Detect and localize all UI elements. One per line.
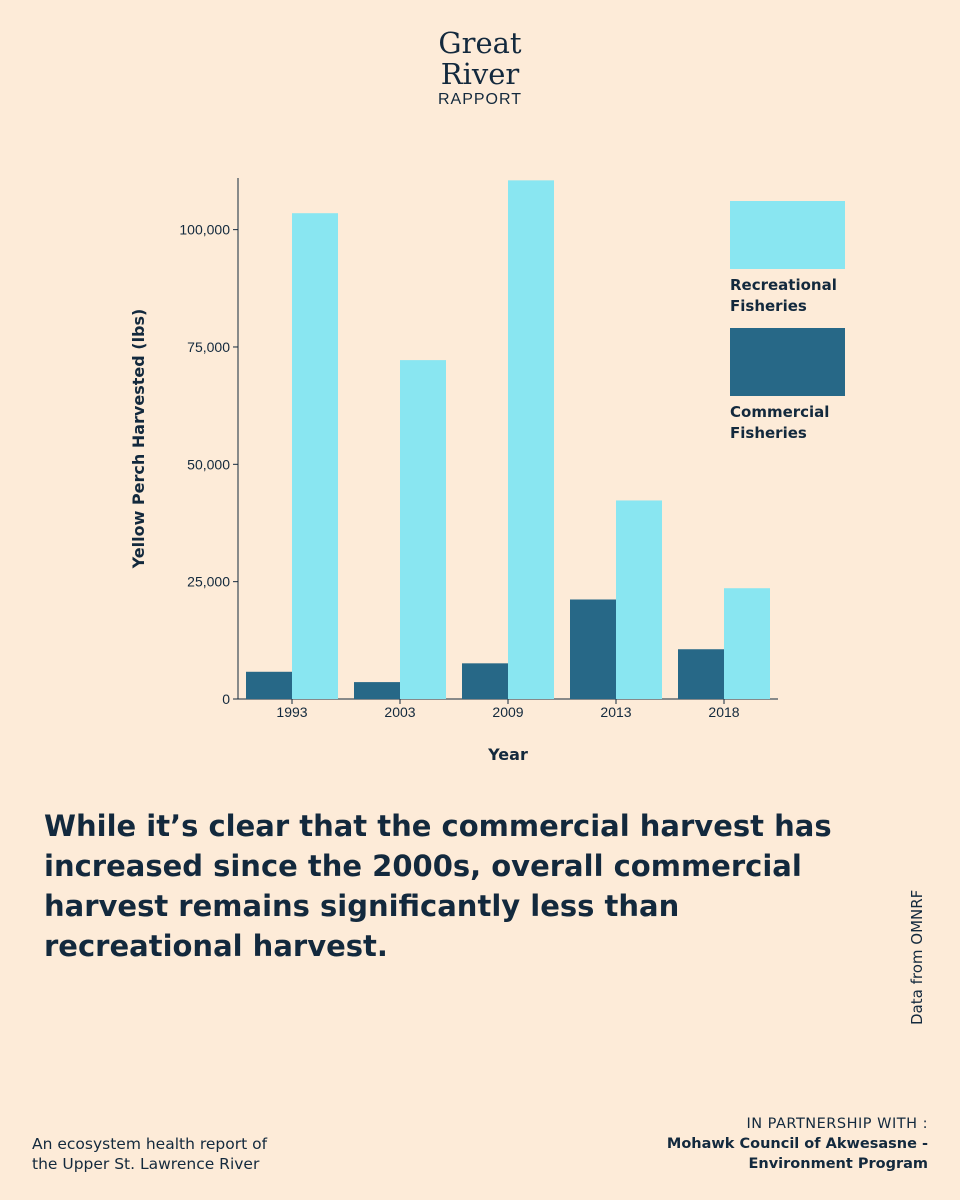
- brand-line-1: Great: [438, 26, 522, 60]
- brand-line-2: River: [440, 57, 520, 91]
- recreational-bar-2018: [724, 588, 770, 699]
- commercial-bar-2009: [462, 663, 508, 699]
- brand-line-3: RAPPORT: [437, 91, 523, 108]
- footer-left-line-1: An ecosystem health report of: [32, 1135, 268, 1153]
- y-tick-label: 0: [222, 691, 230, 707]
- y-tick-label: 25,000: [187, 574, 230, 590]
- footer-partnership: IN PARTNERSHIP WITH : Mohawk Council of …: [568, 1114, 928, 1174]
- partner-name-line-2: Environment Program: [748, 1156, 929, 1172]
- recreational-bar-1993: [292, 213, 338, 699]
- x-tick-label: 2003: [384, 704, 415, 720]
- partner-label: IN PARTNERSHIP WITH :: [746, 1116, 928, 1132]
- commercial-bar-2013: [570, 599, 616, 699]
- recreational-bar-2003: [400, 360, 446, 699]
- legend-swatch-1: [730, 328, 845, 396]
- commercial-bar-2018: [678, 649, 724, 699]
- legend-label: Fisheries: [730, 297, 807, 315]
- recreational-bar-2009: [508, 180, 554, 699]
- x-tick-label: 2018: [708, 704, 739, 720]
- partner-name-line-1: Mohawk Council of Akwesasne -: [666, 1136, 928, 1152]
- bar-chart: 0 25,000 50,000 75,000 100,000 1993 2003 2009 20…: [129, 178, 845, 764]
- brand-logo: Great River RAPPORT: [0, 28, 960, 110]
- chart-caption: While it’s clear that the commercial har…: [44, 809, 832, 963]
- commercial-bar-2003: [354, 682, 400, 699]
- y-tick-label: 100,000: [179, 222, 230, 238]
- recreational-bar-2013: [616, 500, 662, 699]
- legend-label: Commercial: [730, 403, 829, 421]
- footer-left-line-2: the Upper St. Lawrence River: [32, 1155, 260, 1173]
- y-tick-label: 75,000: [187, 339, 230, 355]
- legend-swatch-0: [730, 201, 845, 269]
- x-tick-label: 2009: [492, 704, 523, 720]
- y-axis-label: Yellow Perch Harvested (lbs): [129, 309, 148, 570]
- legend-label: Recreational: [730, 276, 837, 294]
- x-tick-label: 1993: [276, 704, 307, 720]
- commercial-bar-1993: [246, 671, 292, 699]
- legend-label: Fisheries: [730, 424, 807, 442]
- footer-report-description: An ecosystem health report of the Upper …: [32, 1134, 352, 1174]
- x-axis-label: Year: [487, 745, 528, 764]
- y-tick-label: 50,000: [187, 456, 230, 472]
- data-source: Data from OMNRF: [908, 889, 926, 1025]
- x-tick-label: 2013: [600, 704, 631, 720]
